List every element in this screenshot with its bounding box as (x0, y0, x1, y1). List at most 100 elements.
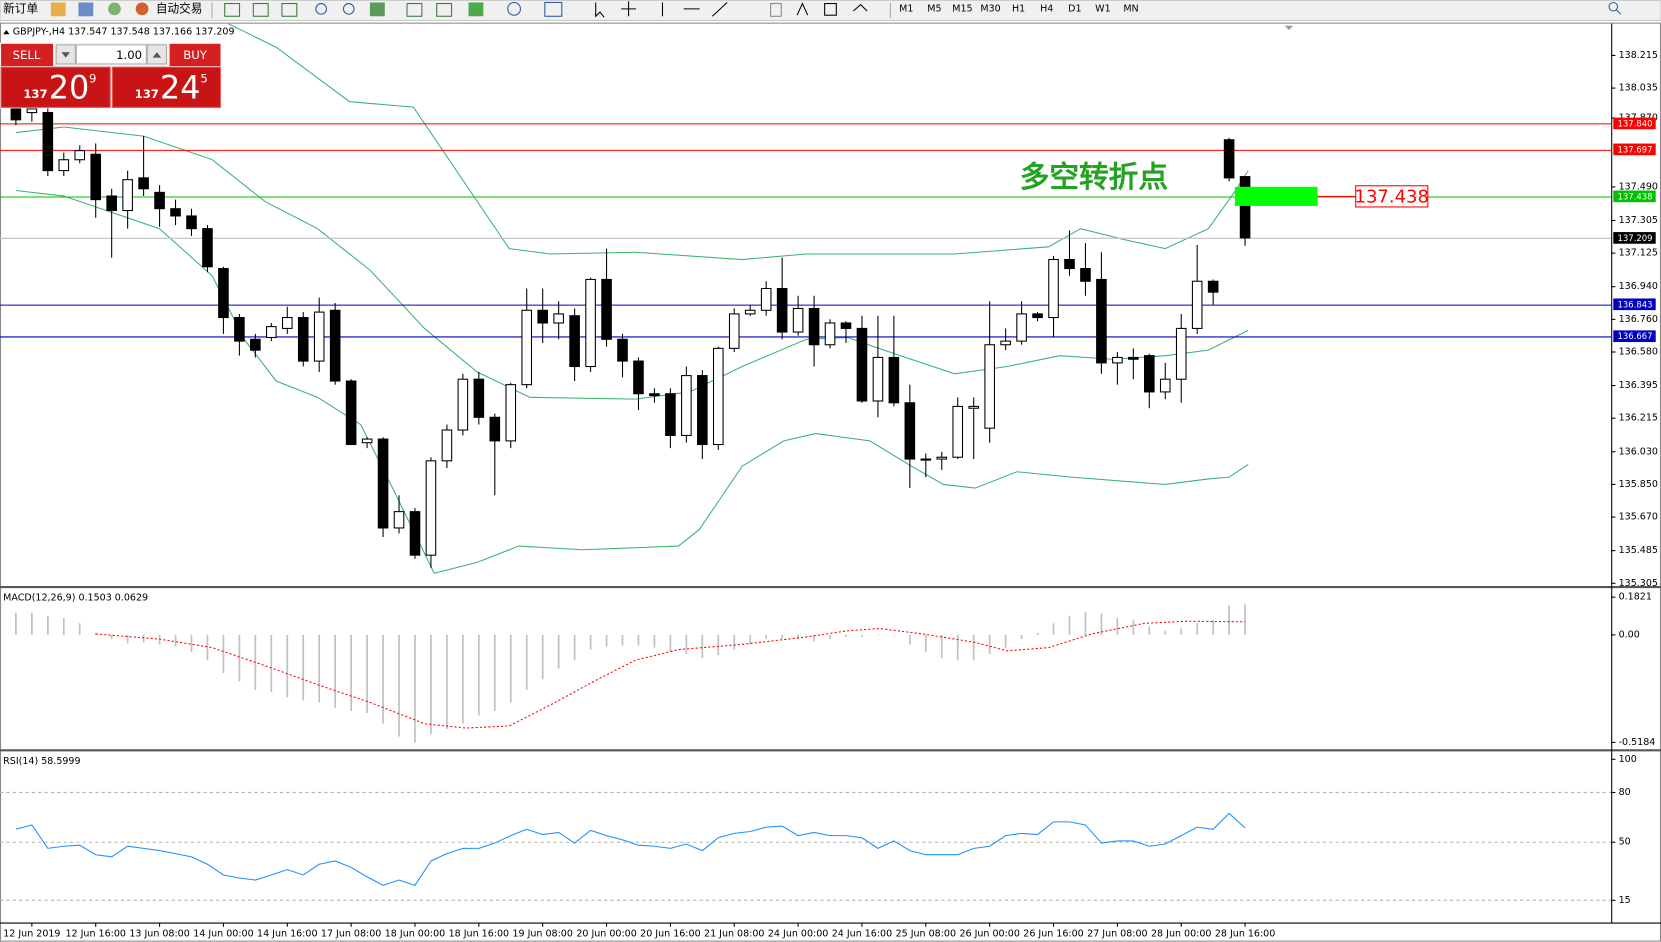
y-tick-label: 137.305 (1619, 215, 1658, 226)
crosshair-tool[interactable] (621, 1, 636, 17)
candle-body (1032, 313, 1043, 319)
x-tick-label: 19 Jun 08:00 (512, 929, 572, 940)
auto-trading-button[interactable]: 自动交易 (156, 1, 203, 15)
icon[interactable] (281, 3, 298, 17)
y-tick-label: 136.580 (1619, 347, 1658, 358)
y-tick-label: 138.035 (1619, 83, 1658, 94)
level-label: 136.843 (1618, 299, 1653, 309)
timeframe-button[interactable]: W1 (1095, 3, 1110, 14)
candle-body (377, 438, 389, 529)
toolbar-bg (0, 0, 1661, 22)
candle-body (42, 112, 54, 172)
candle-body (633, 360, 644, 395)
candle-body (409, 511, 421, 556)
label-tool[interactable] (824, 3, 837, 16)
icon[interactable] (50, 2, 66, 17)
lots-input[interactable] (75, 44, 147, 65)
search-icon[interactable] (1608, 1, 1619, 12)
candle-body (74, 150, 86, 161)
zoom-out[interactable] (342, 3, 355, 15)
icon[interactable] (369, 2, 385, 17)
icon[interactable] (544, 1, 563, 17)
y-tick-label: 0.00 (1619, 629, 1640, 640)
y-tick-label: 136.760 (1619, 314, 1658, 325)
icon[interactable] (224, 3, 241, 17)
icon[interactable] (507, 1, 521, 16)
x-tick-label: 27 Jun 08:00 (1087, 929, 1147, 940)
timeframe-button[interactable]: M5 (927, 3, 941, 14)
candle-body (649, 393, 660, 397)
y-tick-label: 136.030 (1619, 446, 1658, 457)
panel-plot (0, 791, 1612, 901)
y-tick-label: 135.305 (1619, 578, 1658, 589)
y-tick-label: 138.215 (1619, 50, 1658, 61)
candle-body (266, 326, 277, 339)
new-order-button[interactable]: 新订单 (3, 1, 38, 15)
candle-body (170, 208, 181, 217)
trendline-tool[interactable] (711, 2, 728, 17)
sell-price-big: 137 (23, 87, 47, 101)
y-tick-label: 136.940 (1619, 281, 1658, 292)
candle-body (122, 179, 133, 212)
timeframe-button[interactable]: H4 (1040, 3, 1053, 14)
arrow-tool[interactable] (852, 3, 868, 12)
candle-body (840, 322, 852, 329)
y-tick-label: 15 (1619, 895, 1631, 906)
turning-point-marker (1234, 186, 1318, 206)
icon[interactable] (108, 2, 121, 16)
sell-price-box[interactable] (0, 66, 111, 108)
candle-body (10, 106, 22, 121)
timeframe-button[interactable]: H1 (1012, 3, 1025, 14)
timeframe-button[interactable]: D1 (1068, 3, 1081, 14)
search-icon[interactable] (1616, 9, 1622, 15)
x-tick-label: 14 Jun 16:00 (257, 929, 317, 940)
level-label-box (1613, 298, 1656, 311)
candle-body (601, 278, 612, 340)
candle-body (824, 322, 836, 346)
y-tick-label: 135.670 (1619, 512, 1658, 523)
icon[interactable] (436, 3, 453, 17)
candle-body (1159, 378, 1171, 393)
timeframe-button[interactable]: M30 (980, 3, 1000, 14)
x-tick-label: 25 Jun 08:00 (896, 929, 956, 940)
buy-price-box[interactable] (111, 66, 222, 108)
timeframe-button[interactable]: M15 (952, 3, 972, 14)
candle-body (425, 460, 437, 556)
candle-body (329, 309, 341, 382)
candle-body (154, 191, 165, 210)
icon[interactable] (406, 3, 423, 17)
charts: 137.438多空转折点138.215138.035137.870137.490… (0, 23, 1658, 940)
panel-plot: 137.438 多空转折点 (0, 23, 1612, 574)
candle-body (681, 375, 692, 436)
x-tick-label: 17 Jun 08:00 (321, 929, 381, 940)
y-tick-label: 137.490 (1619, 181, 1658, 192)
icon[interactable] (78, 2, 94, 17)
buy-button[interactable] (169, 43, 221, 67)
text-tool[interactable] (796, 2, 809, 16)
timeframe-button[interactable]: M1 (899, 3, 913, 14)
candle-body (984, 344, 995, 429)
candle-body (553, 313, 564, 324)
icon[interactable] (468, 2, 484, 17)
zoom-in[interactable] (315, 3, 328, 15)
fibo-tool[interactable] (770, 3, 782, 17)
candle-body (138, 177, 149, 190)
sell-button[interactable] (1, 43, 53, 67)
candle-body (617, 338, 628, 362)
x-tick-label: 20 Jun 00:00 (576, 929, 636, 940)
cursor-tool[interactable] (595, 2, 605, 18)
candle-body (1080, 268, 1091, 282)
candle-body (1144, 355, 1155, 393)
level-label-box (1613, 232, 1656, 244)
candle-body (106, 195, 117, 212)
candle-body (920, 458, 932, 461)
icon[interactable] (252, 3, 269, 17)
auto-trading-icon[interactable] (135, 2, 149, 16)
timeframe-button[interactable]: MN (1123, 3, 1138, 14)
y-tick-label: 100 (1619, 754, 1637, 765)
candle-body (968, 405, 980, 409)
level-label-box (1613, 190, 1656, 203)
y-tick-label: 136.215 (1619, 413, 1658, 424)
x-tick-label: 24 Jun 16:00 (832, 929, 892, 940)
